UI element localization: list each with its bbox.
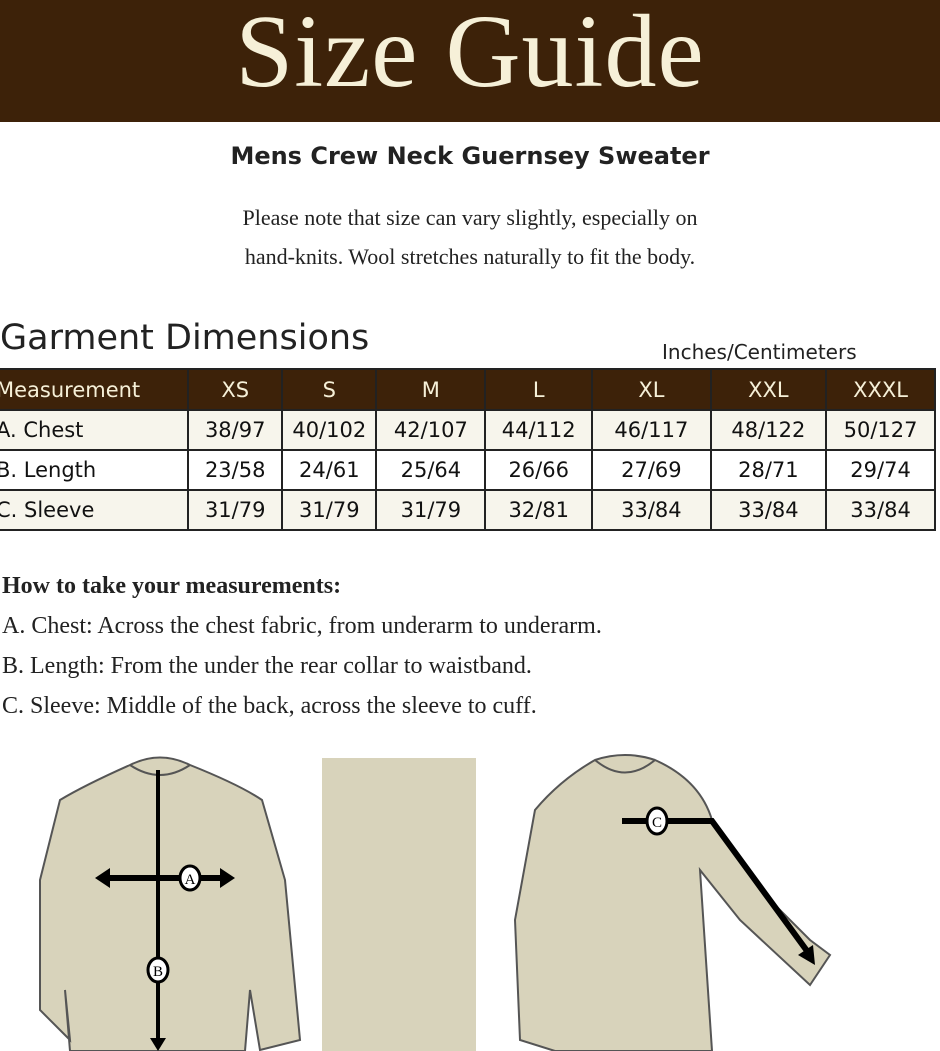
column-header: Measurement [0,368,190,411]
column-header: XXXL [825,368,936,411]
sweater-front-illustration [39,756,302,1051]
instruction-item: B. Length: From the under the rear colla… [2,653,532,679]
marker-label: A [185,872,196,888]
table-cell: 33/84 [709,489,828,531]
table-cell: 29/74 [825,449,936,491]
sweater-side-illustration [513,754,832,1051]
marker-label: C [652,815,662,831]
table-cell: 38/97 [187,409,284,451]
table-cell: 50/127 [825,409,936,451]
marker-a: A [178,864,202,892]
table-cell: 48/122 [709,409,828,451]
length-arrow-b [150,770,166,1051]
table-cell: 40/102 [281,409,378,451]
table-cell: 33/84 [591,489,712,531]
table-cell: 33/84 [825,489,936,531]
table-cell: 44/112 [484,409,594,451]
table-row: A. Chest 38/97 40/102 42/107 44/112 46/1… [0,409,936,451]
table-cell: 31/79 [187,489,284,531]
marker-b: B [146,956,170,984]
table-cell: 31/79 [375,489,487,531]
table-cell: 24/61 [281,449,378,491]
table-header-row: Measurement XS S M L XL XXL XXXL [0,368,936,411]
size-note: Please note that size can vary slightly,… [0,198,940,276]
section-title: Garment Dimensions [0,318,370,358]
table-cell: 42/107 [375,409,487,451]
instruction-item: A. Chest: Across the chest fabric, from … [2,613,602,639]
table-row: B. Length 23/58 24/61 25/64 26/66 27/69 … [0,449,936,491]
product-name: Mens Crew Neck Guernsey Sweater [230,142,710,170]
instructions-heading: How to take your measurements: [2,573,342,599]
table-cell: 46/117 [591,409,712,451]
page-title: Size Guide [235,0,705,109]
color-swatch [322,758,476,1051]
table-cell: 23/58 [187,449,284,491]
column-header: S [281,368,378,411]
table-cell: 26/66 [484,449,594,491]
header-banner: Size Guide [0,0,940,122]
measurement-illustration: A B C [39,754,832,1051]
column-header: XL [591,368,712,411]
table-cell: B. Length [0,449,190,491]
column-header: M [375,368,487,411]
table-cell: 27/69 [591,449,712,491]
table-cell: A. Chest [0,409,190,451]
note-line: hand-knits. Wool stretches naturally to … [244,244,696,269]
marker-c: C [645,806,669,836]
column-header: L [484,368,594,411]
instruction-item: C. Sleeve: Middle of the back, across th… [2,693,537,719]
measurement-instructions: How to take your measurements: A. Chest:… [2,566,602,726]
column-header: XXL [709,368,828,411]
chest-arrow-a [95,868,235,888]
marker-label: B [153,964,163,980]
table-cell: C. Sleeve [0,489,190,531]
table-row: C. Sleeve 31/79 31/79 31/79 32/81 33/84 … [0,489,936,531]
table-cell: 31/79 [281,489,378,531]
table-cell: 28/71 [709,449,828,491]
table-cell: 25/64 [375,449,487,491]
units-label: Inches/Centimeters [662,340,857,364]
note-line: Please note that size can vary slightly,… [242,205,698,230]
table-cell: 32/81 [484,489,594,531]
size-table: Measurement XS S M L XL XXL XXXL A. Ches… [0,368,936,531]
column-header: XS [187,368,284,411]
